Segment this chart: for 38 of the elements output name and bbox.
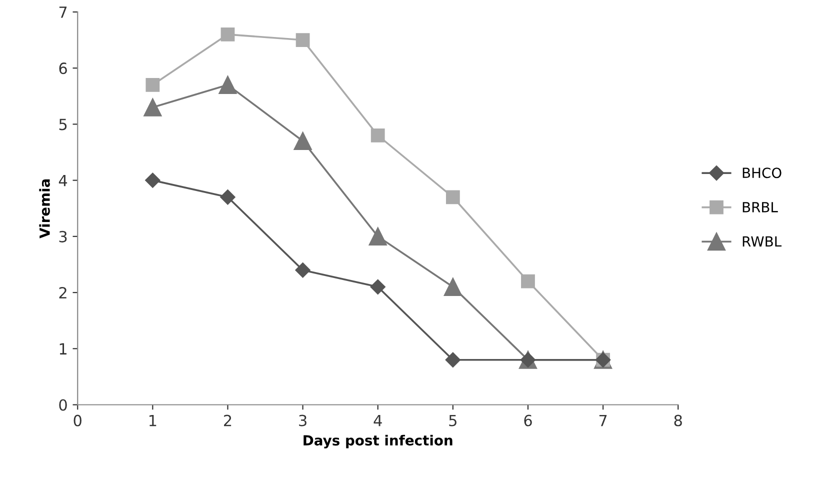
- point: [220, 190, 236, 205]
- y-tick-label: 1: [60, 343, 66, 354]
- x-tick-label: 0: [74, 414, 82, 426]
- x-axis-title: Days post infection: [304, 434, 452, 448]
- x-tick-label: 1: [149, 414, 156, 426]
- legend-label: BHCO: [742, 168, 782, 178]
- x-tick-label: 2: [224, 414, 232, 426]
- point: [145, 172, 160, 188]
- point: [295, 262, 310, 278]
- point: [521, 274, 535, 288]
- point: [220, 27, 235, 42]
- x-tick-label: 8: [674, 414, 682, 426]
- point: [146, 78, 160, 92]
- point: [144, 98, 162, 116]
- x-tick-label: 7: [599, 414, 607, 426]
- point: [368, 227, 387, 246]
- y-tick-label: 7: [59, 6, 67, 18]
- y-tick-label: 3: [59, 230, 67, 242]
- y-tick-label: 6: [59, 62, 67, 74]
- point: [370, 279, 386, 294]
- point: [445, 352, 460, 368]
- point: [370, 128, 385, 142]
- legend-label: RWBL: [742, 236, 782, 246]
- point: [444, 278, 462, 296]
- x-tick-label: 6: [524, 414, 532, 426]
- y-tick-label: 0: [59, 399, 67, 411]
- x-tick-label: 3: [299, 414, 306, 426]
- point: [296, 33, 310, 47]
- y-tick-label: 5: [59, 118, 67, 130]
- y-axis-title: Viremia: [39, 179, 50, 238]
- y-tick-label: 2: [59, 287, 66, 298]
- point: [294, 132, 312, 150]
- legend-label: BRBL: [742, 202, 778, 212]
- x-tick-label: 4: [374, 414, 382, 426]
- y-tick-label: 4: [58, 174, 68, 186]
- point: [446, 190, 460, 204]
- x-tick-label: 5: [449, 414, 456, 426]
- point: [218, 76, 237, 94]
